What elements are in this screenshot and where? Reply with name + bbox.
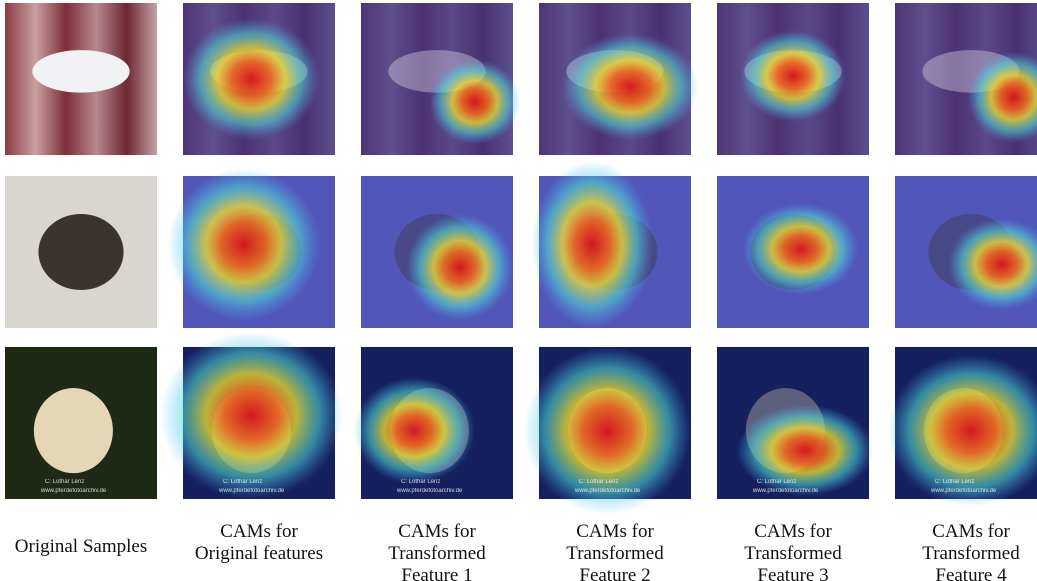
cam-image <box>361 3 521 155</box>
heat-region <box>183 18 320 140</box>
watermark: www.pferdefotoarchiv.de <box>396 488 463 494</box>
column-caption: Transformed <box>388 543 486 564</box>
watermark: www.pferdefotoarchiv.de <box>218 488 285 494</box>
cam-image <box>361 176 513 328</box>
column-caption: Feature 1 <box>401 565 472 581</box>
cam-image: C: Lothar Lenz www.pferdefotoarchiv.de <box>887 347 1037 507</box>
column-caption: CAMs for <box>398 521 476 542</box>
dog-shape <box>34 388 113 473</box>
heat-region <box>168 168 320 320</box>
watermark: www.pferdefotoarchiv.de <box>574 488 641 494</box>
column-caption: CAMs for <box>754 521 832 542</box>
cam-image <box>717 3 869 155</box>
heat-region <box>740 30 846 121</box>
sample-image: C: Lothar Lenz www.pferdefotoarchiv.de <box>5 347 157 499</box>
watermark: C: Lothar Lenz <box>579 479 618 485</box>
heat-region <box>407 214 513 320</box>
cam-image <box>895 176 1037 328</box>
sample-image <box>5 176 157 328</box>
heat-region <box>562 33 699 139</box>
heat-region <box>353 377 475 483</box>
cam-image <box>895 3 1037 155</box>
column-caption: CAMs for <box>576 521 654 542</box>
column-caption: Transformed <box>744 543 842 564</box>
page: C: Lothar Lenzwww.pferdefotoarchiv.deC: … <box>0 0 1037 581</box>
watermark: C: Lothar Lenz <box>401 479 440 485</box>
figure: C: Lothar Lenzwww.pferdefotoarchiv.deC: … <box>0 0 1037 581</box>
cam-image: C: Lothar Lenz www.pferdefotoarchiv.de <box>717 347 874 499</box>
dog-shape <box>32 50 129 93</box>
column-caption: Original Samples <box>15 536 147 557</box>
cam-image <box>183 3 335 155</box>
cam-image: C: Lothar Lenz www.pferdefotoarchiv.de <box>160 332 342 499</box>
column-caption: Feature 4 <box>935 565 1007 581</box>
cam-image <box>539 3 699 155</box>
watermark: C: Lothar Lenz <box>757 479 796 485</box>
watermark: www.pferdefotoarchiv.de <box>752 488 819 494</box>
cam-image: C: Lothar Lenz www.pferdefotoarchiv.de <box>524 347 691 514</box>
column-caption: CAMs for <box>932 521 1010 542</box>
cam-image <box>168 168 335 328</box>
watermark: C: Lothar Lenz <box>223 479 262 485</box>
heat-region <box>531 161 653 328</box>
watermark: C: Lothar Lenz <box>935 479 974 485</box>
cam-image <box>531 161 691 328</box>
heat-region <box>160 332 342 499</box>
column-caption: CAMs for <box>220 521 298 542</box>
cam-image: C: Lothar Lenz www.pferdefotoarchiv.de <box>353 347 513 499</box>
column-caption: Feature 2 <box>579 565 650 581</box>
watermark: C: Lothar Lenz <box>45 479 84 485</box>
sample-image <box>5 3 157 155</box>
column-caption: Feature 3 <box>757 565 828 581</box>
column-caption: Transformed <box>566 543 664 564</box>
watermark: www.pferdefotoarchiv.de <box>930 488 997 494</box>
heat-region <box>429 59 520 144</box>
dog-shape <box>38 214 123 290</box>
column-caption: Transformed <box>922 543 1020 564</box>
column-caption: Original features <box>195 543 323 564</box>
watermark: www.pferdefotoarchiv.de <box>40 488 107 494</box>
heat-region <box>743 203 859 294</box>
cam-image <box>717 176 869 328</box>
